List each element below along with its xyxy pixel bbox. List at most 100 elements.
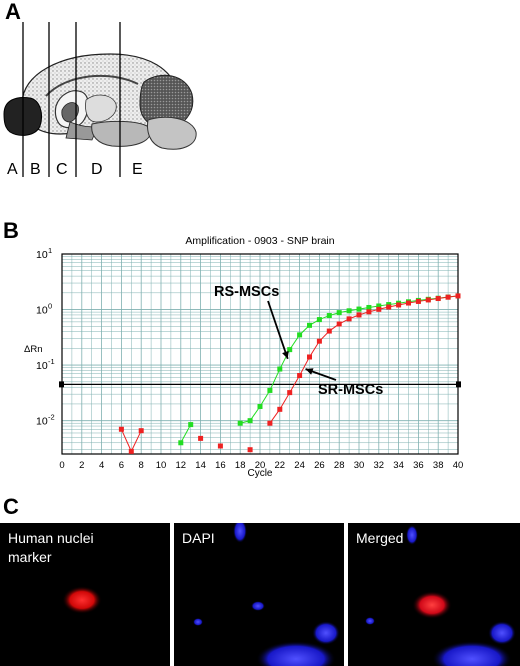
- y-tick-label: 10: [36, 249, 48, 261]
- data-point-sr-mscs: [425, 297, 431, 303]
- data-point-rs-mscs: [257, 403, 263, 409]
- data-point-rs-mscs: [346, 308, 352, 314]
- data-point-sr-mscs: [297, 373, 303, 379]
- section-label-a: A: [7, 161, 18, 178]
- threshold-handle-right: [456, 381, 461, 388]
- data-point-rs-mscs: [297, 332, 303, 338]
- x-tick-label: 14: [195, 460, 206, 471]
- data-point-sr-mscs: [198, 435, 204, 441]
- data-point-sr-mscs: [445, 294, 451, 300]
- annotation-arrow-rs-mscs-head: [282, 350, 289, 359]
- data-point-sr-mscs: [406, 300, 411, 306]
- data-point-rs-mscs: [376, 303, 382, 309]
- data-point-sr-mscs: [138, 428, 144, 434]
- data-point-sr-mscs: [336, 321, 342, 327]
- y-tick-exponent: -2: [48, 413, 55, 422]
- data-point-sr-mscs: [386, 304, 392, 310]
- data-point-rs-mscs: [237, 420, 243, 426]
- data-point-rs-mscs: [356, 306, 362, 312]
- data-point-rs-mscs: [316, 317, 322, 323]
- data-point-rs-mscs: [326, 313, 332, 319]
- threshold-handle-left: [59, 381, 64, 388]
- data-point-rs-mscs: [178, 440, 184, 446]
- x-tick-label: 18: [235, 460, 246, 471]
- x-tick-label: 10: [156, 460, 167, 471]
- micrograph-label-merged: Merged: [356, 530, 404, 546]
- data-point-rs-mscs: [267, 387, 273, 393]
- y-tick-label: 10: [36, 305, 48, 317]
- x-tick-label: 30: [354, 460, 365, 471]
- data-point-sr-mscs: [396, 302, 402, 308]
- micrograph-dapi: DAPI: [174, 523, 344, 666]
- x-tick-label: 34: [393, 460, 404, 471]
- data-point-sr-mscs: [118, 426, 124, 432]
- data-point-sr-mscs: [316, 338, 322, 344]
- section-label-d: D: [91, 161, 103, 178]
- x-tick-label: 24: [294, 460, 305, 471]
- micrograph-human-nuclei: Human nuclei marker: [0, 523, 170, 666]
- data-point-sr-mscs: [415, 298, 421, 304]
- series-line-rs-mscs: [180, 424, 192, 444]
- data-point-rs-mscs: [287, 347, 293, 353]
- data-point-sr-mscs: [287, 390, 293, 396]
- brain-schematic: A B C D E: [3, 22, 197, 178]
- x-tick-label: 4: [99, 460, 104, 471]
- y-tick-exponent: -1: [48, 357, 55, 366]
- x-tick-label: 38: [433, 460, 444, 471]
- data-point-sr-mscs: [455, 293, 461, 299]
- panel-letter-c: C: [3, 494, 19, 519]
- x-tick-label: 32: [374, 460, 385, 471]
- panel-letter-a: A: [5, 0, 21, 24]
- data-point-sr-mscs: [435, 296, 441, 302]
- y-axis-label: ΔRn: [24, 344, 43, 355]
- x-tick-label: 12: [176, 460, 187, 471]
- data-point-sr-mscs: [326, 328, 332, 334]
- annotation-rs-mscs: RS-MSCs: [214, 284, 279, 300]
- data-point-rs-mscs: [336, 310, 342, 316]
- data-point-sr-mscs: [267, 420, 273, 426]
- micrograph-row: Human nuclei marker DAPI: [0, 523, 520, 666]
- chart-grid: [61, 253, 459, 455]
- micrograph-label-human-nuclei: Human nuclei marker: [8, 530, 94, 565]
- y-tick-exponent: 1: [48, 246, 52, 255]
- panel-letter-b: B: [3, 218, 19, 243]
- data-point-rs-mscs: [277, 366, 283, 372]
- x-tick-label: 0: [59, 460, 64, 471]
- x-tick-label: 22: [275, 460, 286, 471]
- x-axis-label: Cycle: [247, 468, 272, 479]
- x-tick-label: 40: [453, 460, 464, 471]
- data-point-sr-mscs: [277, 406, 283, 412]
- annotation-sr-mscs: SR-MSCs: [318, 382, 383, 398]
- brainstem: [91, 120, 152, 147]
- amplification-chart: Amplification - 0903 - SNP brain 10 -210-…: [24, 235, 463, 479]
- data-point-sr-mscs: [128, 448, 134, 454]
- data-point-sr-mscs: [307, 354, 312, 360]
- x-tick-label: 28: [334, 460, 345, 471]
- data-point-sr-mscs: [376, 306, 382, 312]
- y-tick-exponent: 0: [48, 302, 52, 311]
- plot-border: [61, 253, 459, 455]
- chart-series: [118, 293, 461, 454]
- data-point-rs-mscs: [366, 304, 372, 310]
- micrograph-label-dapi: DAPI: [182, 530, 215, 546]
- annotation-arrow-sr-mscs-head: [305, 368, 314, 375]
- x-tick-label: 2: [79, 460, 84, 471]
- chart-title: Amplification - 0903 - SNP brain: [185, 235, 334, 247]
- chart-annotations: RS-MSCs SR-MSCs: [214, 284, 383, 398]
- data-point-rs-mscs: [188, 422, 194, 428]
- y-tick-label: 10: [36, 360, 48, 372]
- x-tick-label: 36: [413, 460, 424, 471]
- data-point-sr-mscs: [346, 316, 352, 322]
- data-point-sr-mscs: [356, 312, 362, 318]
- medulla: [147, 116, 197, 150]
- x-axis-ticks: 0 2 4 6 8 10 12 14 16 18 20 22 24 26 28 30 32 34 36 38 40: [59, 460, 463, 471]
- x-tick-label: 8: [139, 460, 144, 471]
- annotation-arrow-rs-mscs: [267, 300, 289, 360]
- section-label-b: B: [30, 161, 41, 178]
- section-label-e: E: [132, 161, 143, 178]
- section-label-c: C: [56, 161, 68, 178]
- x-tick-label: 26: [314, 460, 325, 471]
- micrograph-merged: Merged: [348, 523, 520, 666]
- threshold-line: [59, 381, 461, 388]
